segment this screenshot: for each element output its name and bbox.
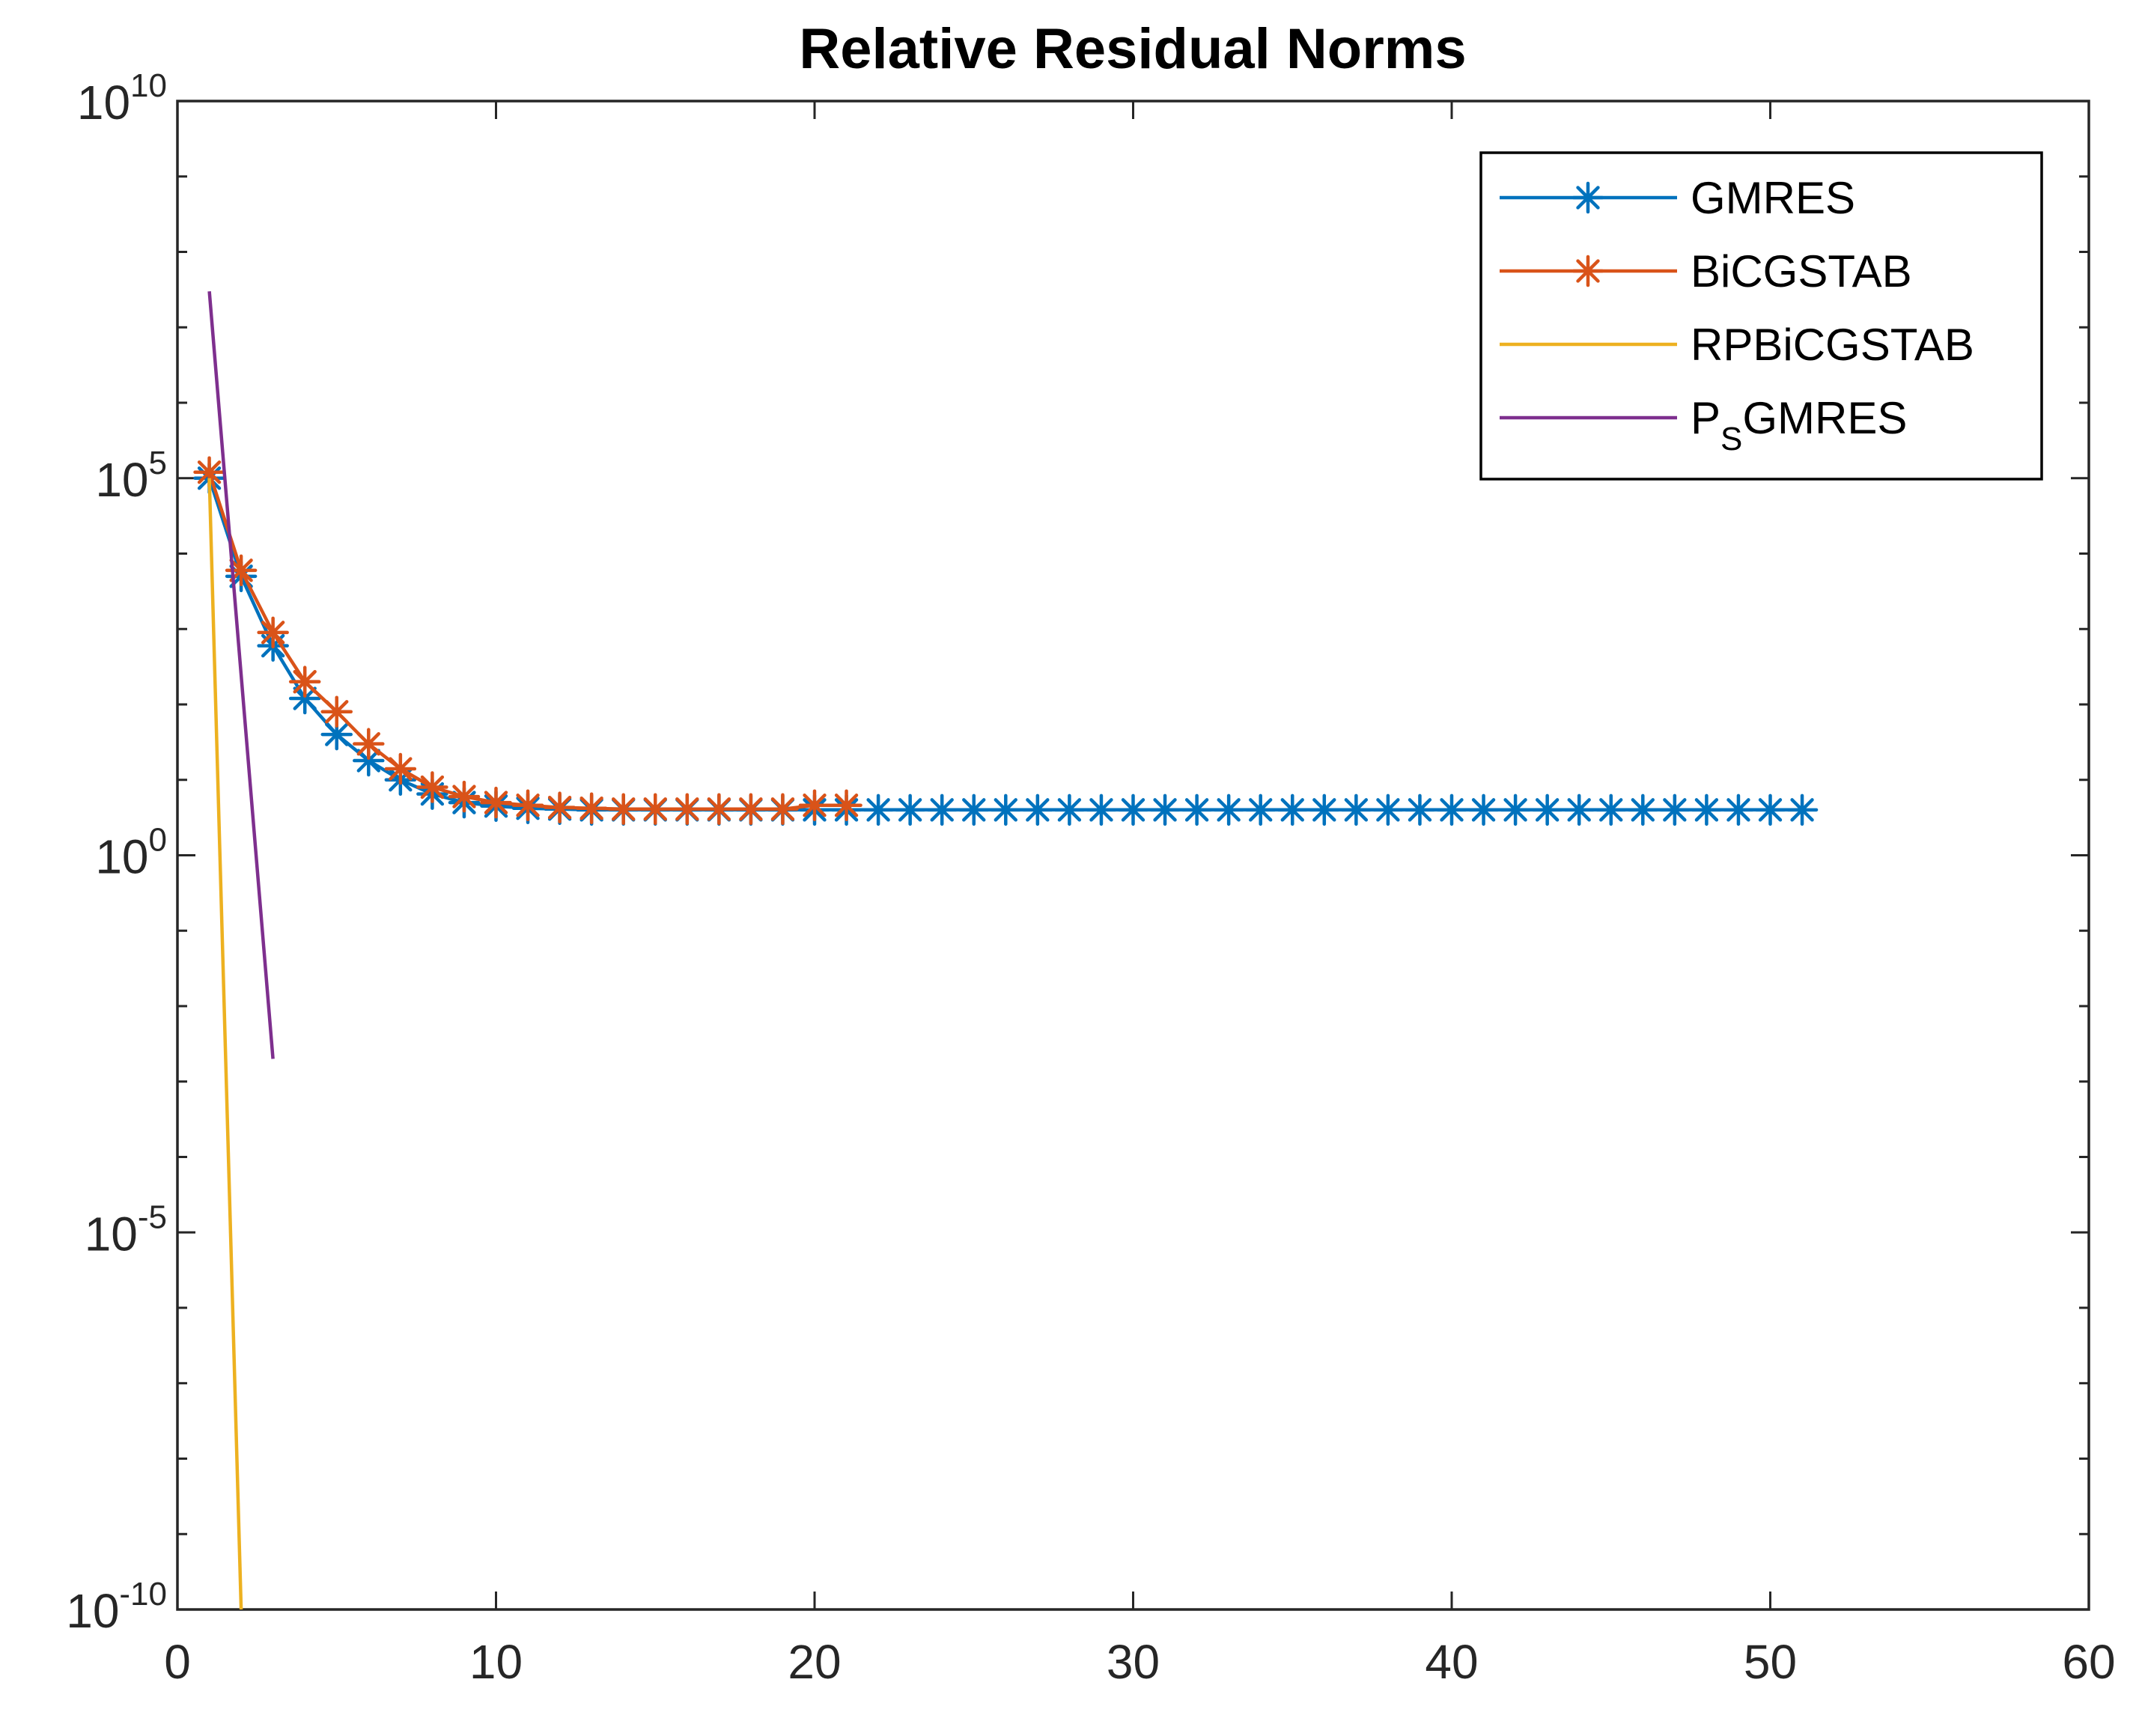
data-point bbox=[575, 792, 608, 824]
data-point bbox=[1085, 794, 1118, 826]
data-point bbox=[320, 695, 353, 728]
series-psgmres bbox=[207, 291, 275, 1059]
data-point bbox=[480, 786, 512, 819]
y-tick-label: 1010 bbox=[77, 67, 167, 130]
y-tick-labels: 1010 105 100 10-5 10-10 bbox=[66, 67, 167, 1638]
data-point bbox=[1277, 794, 1309, 826]
data-point bbox=[734, 793, 767, 826]
data-point bbox=[1691, 794, 1723, 826]
series-layer bbox=[193, 291, 1819, 1609]
x-tick-labels: 0 10 20 30 40 50 60 bbox=[164, 1635, 2115, 1689]
legend-entry-psgmres: PSGMRES bbox=[1500, 393, 1907, 457]
data-point bbox=[894, 794, 926, 826]
data-point bbox=[353, 728, 385, 760]
axis-ticks bbox=[176, 100, 2090, 1611]
legend-label: BiCGSTAB bbox=[1691, 246, 1912, 296]
data-point bbox=[1435, 794, 1468, 826]
y-tick-label: 100 bbox=[95, 822, 167, 884]
data-point bbox=[1658, 794, 1691, 826]
data-point bbox=[1563, 794, 1595, 826]
data-point bbox=[798, 789, 831, 821]
data-point bbox=[1117, 794, 1149, 826]
x-tick-label: 60 bbox=[2062, 1635, 2115, 1689]
data-point bbox=[448, 780, 481, 813]
legend-entries: GMRES BiCGSTAB RPBiCGSTAB PSGMRES bbox=[1500, 173, 1974, 457]
legend-label: PSGMRES bbox=[1691, 393, 1907, 457]
x-tick-label: 40 bbox=[1425, 1635, 1478, 1689]
data-point bbox=[990, 794, 1022, 826]
data-point bbox=[767, 793, 799, 826]
data-point bbox=[1053, 794, 1086, 826]
x-tick-label: 10 bbox=[469, 1635, 523, 1689]
data-point bbox=[1786, 794, 1819, 826]
data-point bbox=[288, 666, 321, 698]
y-tick-label: 10-5 bbox=[85, 1199, 167, 1261]
data-point bbox=[703, 793, 735, 826]
data-point bbox=[1722, 794, 1755, 826]
x-tick-label: 20 bbox=[788, 1635, 841, 1689]
data-point bbox=[257, 616, 289, 649]
data-point bbox=[671, 793, 704, 826]
data-point bbox=[1499, 794, 1532, 826]
data-point bbox=[830, 789, 862, 821]
legend-label: GMRES bbox=[1691, 173, 1855, 223]
legend-marker bbox=[1571, 255, 1604, 287]
data-point bbox=[862, 794, 895, 826]
data-point bbox=[1021, 794, 1054, 826]
data-point bbox=[416, 771, 448, 803]
legend-box bbox=[1479, 151, 2043, 481]
data-point bbox=[607, 793, 639, 826]
data-point bbox=[1244, 794, 1277, 826]
data-point bbox=[1308, 794, 1341, 826]
y-tick-label: 10-10 bbox=[66, 1576, 167, 1638]
x-tick-label: 50 bbox=[1744, 1635, 1797, 1689]
data-point bbox=[1627, 794, 1659, 826]
chart-title: Relative Residual Norms bbox=[799, 17, 1466, 81]
data-point bbox=[1467, 794, 1500, 826]
data-point bbox=[225, 554, 258, 587]
x-tick-label: 0 bbox=[164, 1635, 191, 1689]
data-point bbox=[1531, 794, 1563, 826]
legend-entry-rpbicgstab: RPBiCGSTAB bbox=[1500, 320, 1974, 370]
legend-entry-gmres: GMRES bbox=[1500, 173, 1855, 223]
series-line bbox=[207, 478, 243, 1609]
data-point bbox=[544, 791, 576, 823]
y-tick-label: 105 bbox=[95, 445, 167, 507]
legend-entry-bicgstab: BiCGSTAB bbox=[1500, 246, 1912, 296]
data-point bbox=[925, 794, 958, 826]
series-line bbox=[207, 291, 275, 1059]
data-point bbox=[1404, 794, 1436, 826]
data-point bbox=[1148, 794, 1181, 826]
data-point bbox=[384, 752, 417, 785]
data-point bbox=[1595, 794, 1627, 826]
legend-label: RPBiCGSTAB bbox=[1691, 320, 1974, 370]
x-tick-label: 30 bbox=[1107, 1635, 1160, 1689]
data-point bbox=[1340, 794, 1372, 826]
data-point bbox=[639, 793, 672, 826]
data-point bbox=[1754, 794, 1786, 826]
series-rpbicgstab bbox=[207, 478, 243, 1609]
data-point bbox=[1181, 794, 1213, 826]
data-point bbox=[1372, 794, 1405, 826]
data-point bbox=[1212, 794, 1245, 826]
legend-marker bbox=[1571, 181, 1604, 214]
data-point bbox=[958, 794, 990, 826]
data-point bbox=[511, 789, 544, 821]
legend: GMRES BiCGSTAB RPBiCGSTAB PSGMRES bbox=[1479, 151, 2043, 481]
